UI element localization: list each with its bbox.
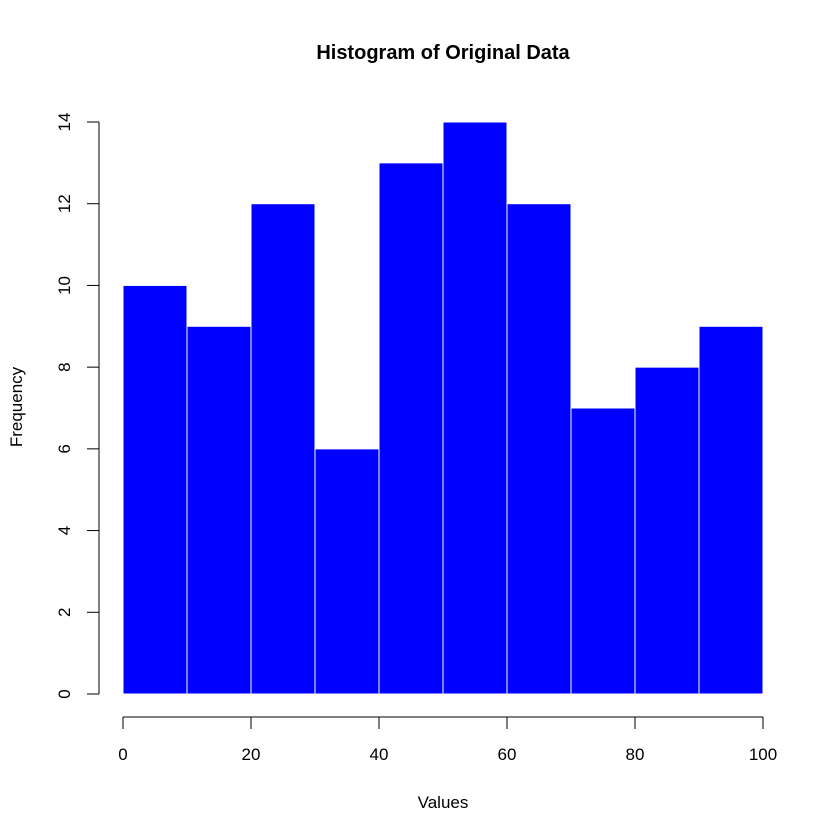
bars-group: [122, 121, 764, 695]
bar-10-20: [186, 325, 252, 695]
x-axis: 0 20 40 60 80 100: [118, 716, 777, 764]
bar-20-30: [250, 203, 316, 695]
x-tick-label: 100: [749, 745, 777, 764]
y-tick-label: 12: [55, 194, 74, 213]
y-tick-label: 14: [55, 113, 74, 132]
bar-0-10: [122, 284, 188, 695]
y-tick-label: 10: [55, 276, 74, 295]
bar-90-100: [698, 325, 764, 695]
chart-title: Histogram of Original Data: [316, 42, 570, 64]
x-axis-label: Values: [418, 793, 469, 812]
x-tick-label: 0: [118, 745, 127, 764]
bar-70-80: [570, 407, 636, 695]
bar-50-60: [442, 121, 508, 695]
x-tick-label: 60: [498, 745, 517, 764]
y-tick-label: 0: [55, 689, 74, 698]
x-tick-label: 80: [626, 745, 645, 764]
x-tick-label: 40: [370, 745, 389, 764]
bar-30-40: [314, 448, 380, 695]
y-axis-label: Frequency: [7, 366, 26, 447]
y-tick-label: 4: [55, 526, 74, 535]
y-tick-label: 2: [55, 608, 74, 617]
x-tick-label: 20: [242, 745, 261, 764]
bar-80-90: [634, 366, 700, 695]
y-tick-label: 6: [55, 444, 74, 453]
bar-60-70: [506, 203, 572, 695]
y-axis: 0 2 4 6 8 10 12 14: [55, 113, 100, 699]
bar-40-50: [378, 162, 444, 695]
y-tick-label: 8: [55, 362, 74, 371]
